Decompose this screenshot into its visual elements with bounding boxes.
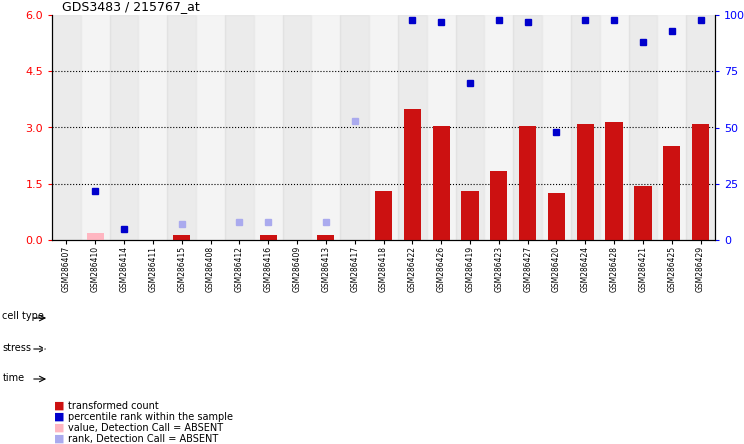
- Bar: [606, 122, 623, 240]
- Text: 3 h: 3 h: [115, 374, 132, 384]
- Bar: [196, 15, 225, 240]
- Text: lung endothelial cell: lung endothelial cell: [154, 313, 267, 323]
- Text: stress: stress: [2, 342, 31, 353]
- Bar: [490, 170, 507, 240]
- Text: control: control: [47, 374, 86, 384]
- Text: ■: ■: [54, 433, 64, 444]
- Text: time: time: [2, 373, 25, 382]
- Bar: [629, 15, 658, 240]
- Text: hypoxia: hypoxia: [535, 344, 578, 354]
- Bar: [375, 191, 392, 240]
- Bar: [283, 15, 312, 240]
- Text: normoxia: normoxia: [41, 344, 92, 354]
- Bar: [658, 15, 686, 240]
- Bar: [225, 15, 254, 240]
- Text: 3 h: 3 h: [418, 374, 435, 384]
- Bar: [317, 235, 335, 240]
- Bar: [513, 15, 542, 240]
- Text: 24 h: 24 h: [501, 374, 525, 384]
- Text: control: control: [364, 374, 403, 384]
- Bar: [138, 15, 167, 240]
- Bar: [542, 15, 571, 240]
- Text: cardiac endothelial cell: cardiac endothelial cell: [478, 313, 606, 323]
- Text: rank, Detection Call = ABSENT: rank, Detection Call = ABSENT: [68, 433, 218, 444]
- Text: percentile rank within the sample: percentile rank within the sample: [68, 412, 233, 421]
- Text: transformed count: transformed count: [68, 400, 158, 411]
- Bar: [312, 15, 340, 240]
- Text: ■: ■: [54, 423, 64, 432]
- Bar: [369, 15, 398, 240]
- Text: normoxia: normoxia: [358, 344, 409, 354]
- Text: 48 h: 48 h: [631, 374, 655, 384]
- Bar: [577, 124, 594, 240]
- Bar: [52, 15, 81, 240]
- Text: ■: ■: [54, 412, 64, 421]
- Text: 24 h: 24 h: [199, 374, 222, 384]
- Bar: [635, 186, 652, 240]
- Bar: [519, 126, 536, 240]
- Bar: [398, 15, 427, 240]
- Bar: [484, 15, 513, 240]
- Bar: [548, 193, 565, 240]
- Bar: [86, 233, 104, 240]
- Bar: [686, 15, 715, 240]
- Bar: [432, 126, 450, 240]
- Bar: [173, 235, 190, 240]
- Bar: [571, 15, 600, 240]
- Bar: [340, 15, 369, 240]
- Bar: [109, 15, 138, 240]
- Text: ■: ■: [54, 400, 64, 411]
- Text: hypoxia: hypoxia: [203, 344, 247, 354]
- Bar: [81, 15, 109, 240]
- Text: value, Detection Call = ABSENT: value, Detection Call = ABSENT: [68, 423, 223, 432]
- Bar: [404, 109, 421, 240]
- Bar: [692, 124, 709, 240]
- Bar: [600, 15, 629, 240]
- Bar: [455, 15, 484, 240]
- Bar: [427, 15, 455, 240]
- Bar: [461, 191, 478, 240]
- Text: 48 h: 48 h: [299, 374, 324, 384]
- Bar: [167, 15, 196, 240]
- Text: GDS3483 / 215767_at: GDS3483 / 215767_at: [62, 0, 199, 13]
- Bar: [260, 235, 277, 240]
- Bar: [254, 15, 283, 240]
- Bar: [663, 146, 681, 240]
- Text: cell type: cell type: [2, 311, 45, 321]
